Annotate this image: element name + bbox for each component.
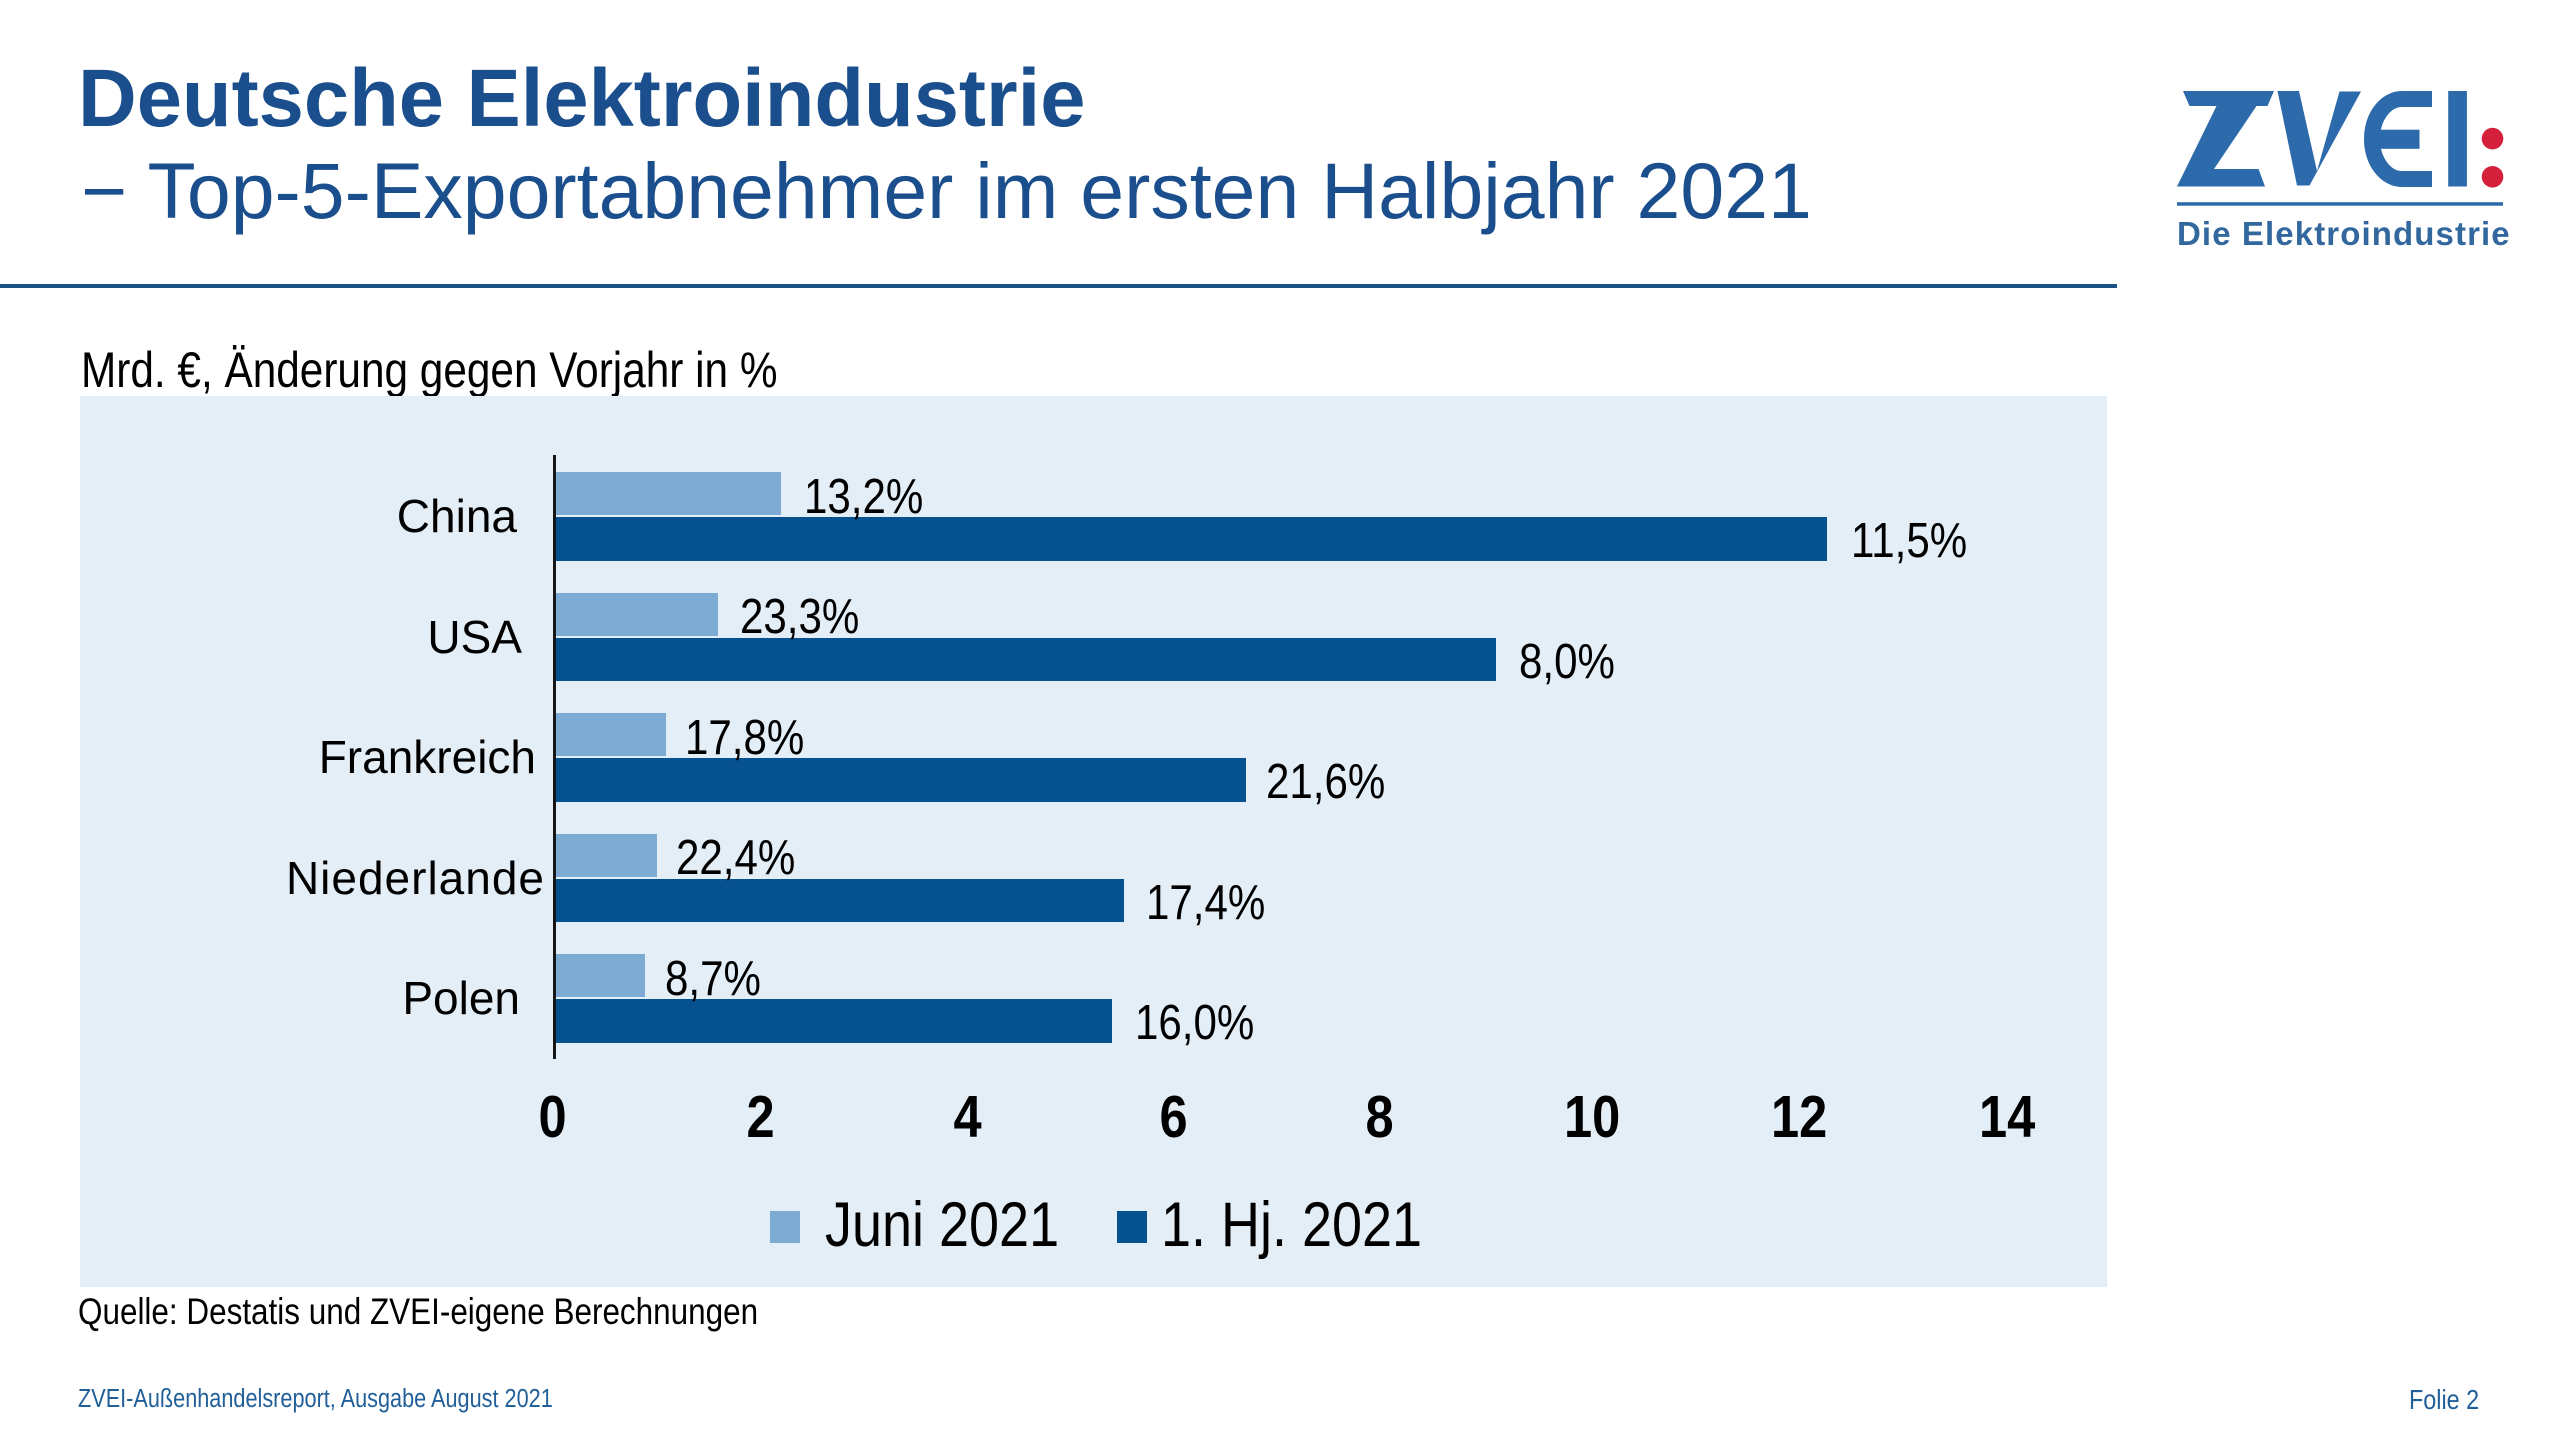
svg-text:Die Elektroindustrie: Die Elektroindustrie <box>2177 215 2511 252</box>
